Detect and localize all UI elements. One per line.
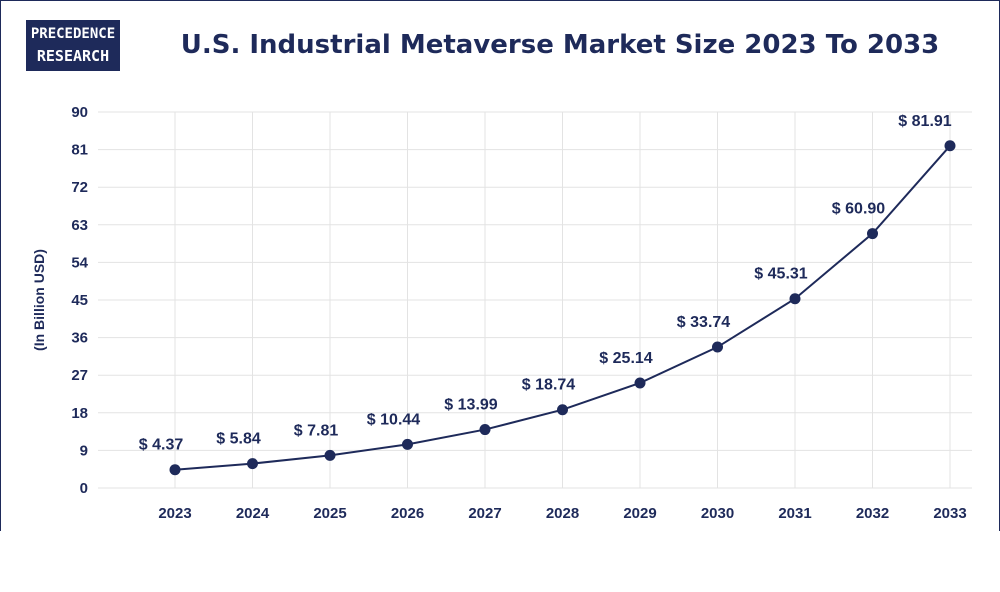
x-tick-label: 2023 — [158, 505, 191, 522]
data-label: $ 33.74 — [677, 314, 730, 331]
x-tick-label: 2024 — [236, 505, 270, 522]
data-point — [867, 228, 878, 240]
data-label: $ 7.81 — [294, 422, 339, 439]
data-point — [557, 404, 568, 416]
y-tick-label: 63 — [71, 217, 88, 234]
x-tick-label: 2029 — [623, 505, 656, 522]
data-labels: $ 4.37 $ 5.84 $ 7.81 $ 10.44 $ 13.99 $ 18.74 $… — [139, 113, 952, 454]
x-tick-label: 2026 — [391, 505, 424, 522]
data-point — [789, 293, 801, 305]
y-tick-label: 45 — [71, 292, 88, 309]
y-axis-ticks: 0 9 18 27 36 45 54 63 72 81 90 — [71, 104, 88, 497]
data-point — [402, 438, 413, 450]
x-tick-label: 2032 — [856, 505, 889, 522]
data-label: $ 5.84 — [216, 431, 261, 448]
x-tick-label: 2027 — [468, 505, 501, 522]
precedence-research-logo: PRECEDENCE RESEARCH — [26, 20, 120, 71]
data-point — [944, 140, 956, 152]
x-tick-label: 2033 — [933, 505, 966, 522]
y-tick-label: 27 — [71, 367, 88, 384]
grid-lines — [98, 111, 972, 489]
data-point — [169, 464, 181, 476]
x-axis-ticks: 2023 2024 2025 2026 2027 2028 2029 2030 2031 2032… — [158, 505, 966, 522]
x-tick-label: 2028 — [546, 505, 579, 522]
data-label: $ 4.37 — [139, 437, 184, 454]
y-tick-label: 36 — [71, 330, 88, 347]
data-label: $ 13.99 — [444, 397, 497, 414]
data-label: $ 60.90 — [832, 201, 885, 218]
data-label: $ 81.91 — [898, 113, 951, 130]
data-point — [479, 424, 491, 436]
data-label: $ 10.44 — [367, 411, 420, 428]
y-tick-label: 18 — [71, 405, 88, 422]
x-tick-label: 2031 — [778, 505, 811, 522]
data-point — [324, 449, 336, 461]
data-point — [247, 458, 258, 470]
y-tick-label: 90 — [71, 104, 88, 121]
y-tick-label: 54 — [71, 254, 88, 271]
y-axis-label: (In Billion USD) — [31, 249, 47, 351]
y-tick-label: 81 — [71, 142, 88, 159]
x-tick-label: 2030 — [701, 505, 734, 522]
y-tick-label: 9 — [80, 442, 88, 459]
chart-title: U.S. Industrial Metaverse Market Size 20… — [180, 30, 940, 60]
data-point — [712, 341, 723, 353]
logo-line-1: PRECEDENCE — [30, 26, 116, 42]
data-label: $ 18.74 — [522, 377, 575, 394]
data-label: $ 45.31 — [754, 266, 807, 283]
x-tick-label: 2025 — [313, 505, 346, 522]
y-tick-label: 72 — [71, 179, 88, 196]
y-tick-label: 0 — [80, 480, 88, 497]
data-points — [169, 140, 956, 476]
data-label: $ 25.14 — [599, 350, 652, 367]
data-point — [634, 377, 646, 389]
logo-line-2: RESEARCH — [36, 47, 110, 65]
